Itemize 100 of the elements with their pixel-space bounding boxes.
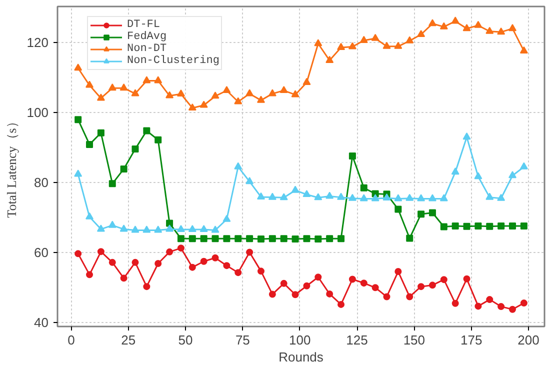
point — [234, 269, 242, 276]
point — [486, 26, 494, 34]
point — [280, 86, 288, 94]
point — [223, 262, 230, 270]
point — [257, 235, 264, 242]
point — [428, 194, 436, 202]
point — [132, 145, 139, 152]
point — [406, 36, 414, 44]
point — [463, 222, 470, 230]
y-tick-label: 80 — [34, 175, 49, 190]
point — [74, 64, 82, 71]
point — [348, 42, 356, 50]
point — [486, 222, 494, 230]
point — [360, 36, 368, 43]
legend-label: Non-Clustering — [127, 55, 220, 67]
point — [292, 235, 299, 242]
point — [314, 274, 322, 281]
point — [462, 24, 471, 32]
point — [280, 193, 288, 200]
point — [326, 192, 334, 199]
point — [497, 194, 506, 201]
point — [234, 162, 242, 170]
point — [382, 193, 391, 201]
point — [246, 248, 254, 256]
point — [338, 300, 345, 308]
legend-label: Non-DT — [127, 43, 167, 55]
point — [406, 194, 414, 201]
point — [132, 258, 139, 266]
point — [452, 222, 459, 230]
point — [406, 234, 414, 242]
point — [394, 268, 402, 276]
point — [440, 276, 448, 284]
point — [280, 280, 288, 287]
point — [246, 177, 254, 184]
point — [108, 84, 116, 91]
point — [428, 209, 436, 216]
point — [268, 290, 276, 298]
point — [337, 42, 346, 50]
point — [303, 282, 310, 290]
point — [348, 194, 356, 201]
point — [86, 140, 94, 148]
legend-label: FedAvg — [127, 31, 167, 43]
point — [428, 282, 436, 289]
point — [154, 260, 162, 267]
legend-label: DT-FL — [127, 19, 160, 31]
point — [417, 194, 426, 202]
point — [338, 235, 345, 242]
point — [234, 235, 242, 242]
point — [451, 16, 460, 24]
point — [131, 89, 140, 96]
point — [246, 235, 254, 242]
point — [154, 226, 162, 233]
point — [86, 80, 94, 88]
point — [108, 220, 116, 228]
point — [188, 235, 196, 242]
point — [371, 34, 380, 41]
point — [74, 116, 82, 124]
point — [520, 222, 528, 230]
point — [417, 30, 426, 38]
x-tick-label: 175 — [460, 332, 482, 348]
point — [142, 76, 151, 84]
point — [371, 194, 380, 202]
point — [108, 180, 116, 188]
point — [474, 20, 482, 28]
point — [520, 300, 528, 307]
point — [451, 168, 460, 175]
point — [360, 280, 368, 287]
x-tick-label: 125 — [346, 332, 368, 348]
point — [177, 235, 184, 242]
point — [314, 39, 322, 46]
point — [211, 92, 220, 99]
point — [394, 194, 402, 202]
point — [154, 136, 162, 144]
point — [360, 194, 368, 202]
x-tick-label: 25 — [121, 332, 136, 348]
x-tick-label: 150 — [403, 332, 426, 348]
point — [120, 165, 128, 172]
point — [268, 192, 276, 200]
x-tick-label: 100 — [289, 332, 311, 348]
point — [474, 302, 482, 310]
point — [154, 76, 162, 84]
point — [326, 56, 334, 63]
point — [520, 162, 528, 170]
point — [246, 89, 254, 96]
y-tick-label: 120 — [26, 35, 49, 50]
x-tick-label: 50 — [178, 332, 193, 348]
point — [256, 192, 265, 200]
point — [383, 293, 390, 300]
point — [131, 226, 140, 233]
point — [200, 100, 208, 108]
point — [303, 235, 310, 242]
point — [143, 127, 150, 134]
point — [498, 303, 505, 310]
point — [360, 184, 368, 192]
point — [200, 235, 208, 242]
point — [188, 103, 196, 111]
point — [302, 190, 311, 198]
point — [372, 284, 379, 292]
point — [176, 89, 185, 97]
point — [188, 264, 196, 271]
